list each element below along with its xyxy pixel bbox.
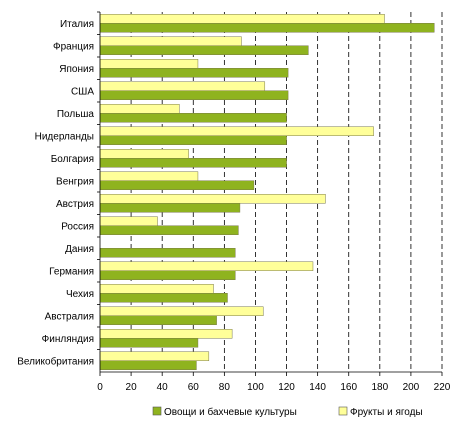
bar-vegetables xyxy=(99,338,199,348)
x-tick-label-140: 140 xyxy=(309,382,326,393)
category-label: Великобритания xyxy=(17,355,94,367)
x-tick-label-40: 40 xyxy=(157,382,169,393)
x-tick-label-160: 160 xyxy=(340,382,357,393)
x-tick-label-100: 100 xyxy=(247,382,264,393)
bar-vegetables xyxy=(99,180,255,190)
x-tick-label-60: 60 xyxy=(188,382,200,393)
bar-fruits xyxy=(99,104,180,114)
bar-vegetables xyxy=(99,158,287,168)
bar-vegetables xyxy=(99,225,239,235)
bar-fruits xyxy=(99,126,374,136)
x-tick-label-180: 180 xyxy=(371,382,388,393)
x-tick-label-20: 20 xyxy=(126,382,138,393)
bar-fruits xyxy=(99,149,189,159)
bar-vegetables xyxy=(99,315,217,325)
x-tick-label-220: 220 xyxy=(434,382,451,393)
category-label: Финляндия xyxy=(42,334,94,345)
category-label: Чехия xyxy=(66,289,94,300)
category-label: Болгария xyxy=(51,154,94,165)
category-label: Австрия xyxy=(56,199,94,210)
category-label: Нидерланды xyxy=(35,131,94,142)
tick-labels: 0 20 40 60 80 100 120 140 160 180 200 220 xyxy=(97,382,451,393)
axis-layer xyxy=(97,11,443,376)
category-label: Япония xyxy=(59,64,94,75)
bar-fruits xyxy=(99,59,199,69)
bar-vegetables xyxy=(99,203,241,213)
bar-fruits xyxy=(99,261,314,271)
legend-swatch-fruits xyxy=(338,406,348,416)
legend-label-vegetables: Овощи и бахчевые культуры xyxy=(164,406,297,418)
legend: Овощи и бахчевые культуры Фрукты и ягоды xyxy=(152,406,423,418)
category-label: Россия xyxy=(61,221,94,232)
bar-fruits xyxy=(99,284,214,294)
x-tick-label-200: 200 xyxy=(403,382,420,393)
legend-swatch-vegetables xyxy=(152,406,162,416)
bar-fruits xyxy=(99,351,210,361)
bar-vegetables xyxy=(99,90,289,100)
bar-vegetables xyxy=(99,270,236,280)
category-label: Германия xyxy=(49,266,94,277)
bar-fruits xyxy=(99,306,264,316)
bar-fruits xyxy=(99,171,199,181)
bar-vegetables xyxy=(99,248,236,258)
bar-vegetables xyxy=(99,135,287,145)
category-label: Венгрия xyxy=(56,176,94,187)
category-label: Дания xyxy=(65,244,94,255)
category-label: Италия xyxy=(60,19,94,30)
legend-label-fruits: Фрукты и ягоды xyxy=(350,407,423,418)
bar-vegetables xyxy=(99,360,197,370)
bar-fruits xyxy=(99,216,158,226)
bar-fruits xyxy=(99,194,326,204)
category-label: Австралия xyxy=(45,311,94,322)
bar-vegetables xyxy=(99,68,289,78)
bar-fruits xyxy=(99,329,233,339)
category-label: США xyxy=(71,86,94,97)
bar-fruits xyxy=(99,36,242,46)
bar-vegetables xyxy=(99,45,309,55)
category-labels: Италия Франция Япония США Польша Нидерланды Бо… xyxy=(17,19,94,368)
category-label: Польша xyxy=(57,109,95,120)
bar-vegetables xyxy=(99,113,287,123)
bars-layer xyxy=(99,14,435,370)
bar-fruits xyxy=(99,14,385,24)
bar-vegetables xyxy=(99,23,435,33)
bar-vegetables xyxy=(99,293,228,303)
x-tick-label-120: 120 xyxy=(278,382,295,393)
x-tick-label-80: 80 xyxy=(219,382,231,393)
x-tick-label-0: 0 xyxy=(97,382,103,393)
bar-fruits xyxy=(99,81,266,91)
category-label: Франция xyxy=(53,41,94,52)
